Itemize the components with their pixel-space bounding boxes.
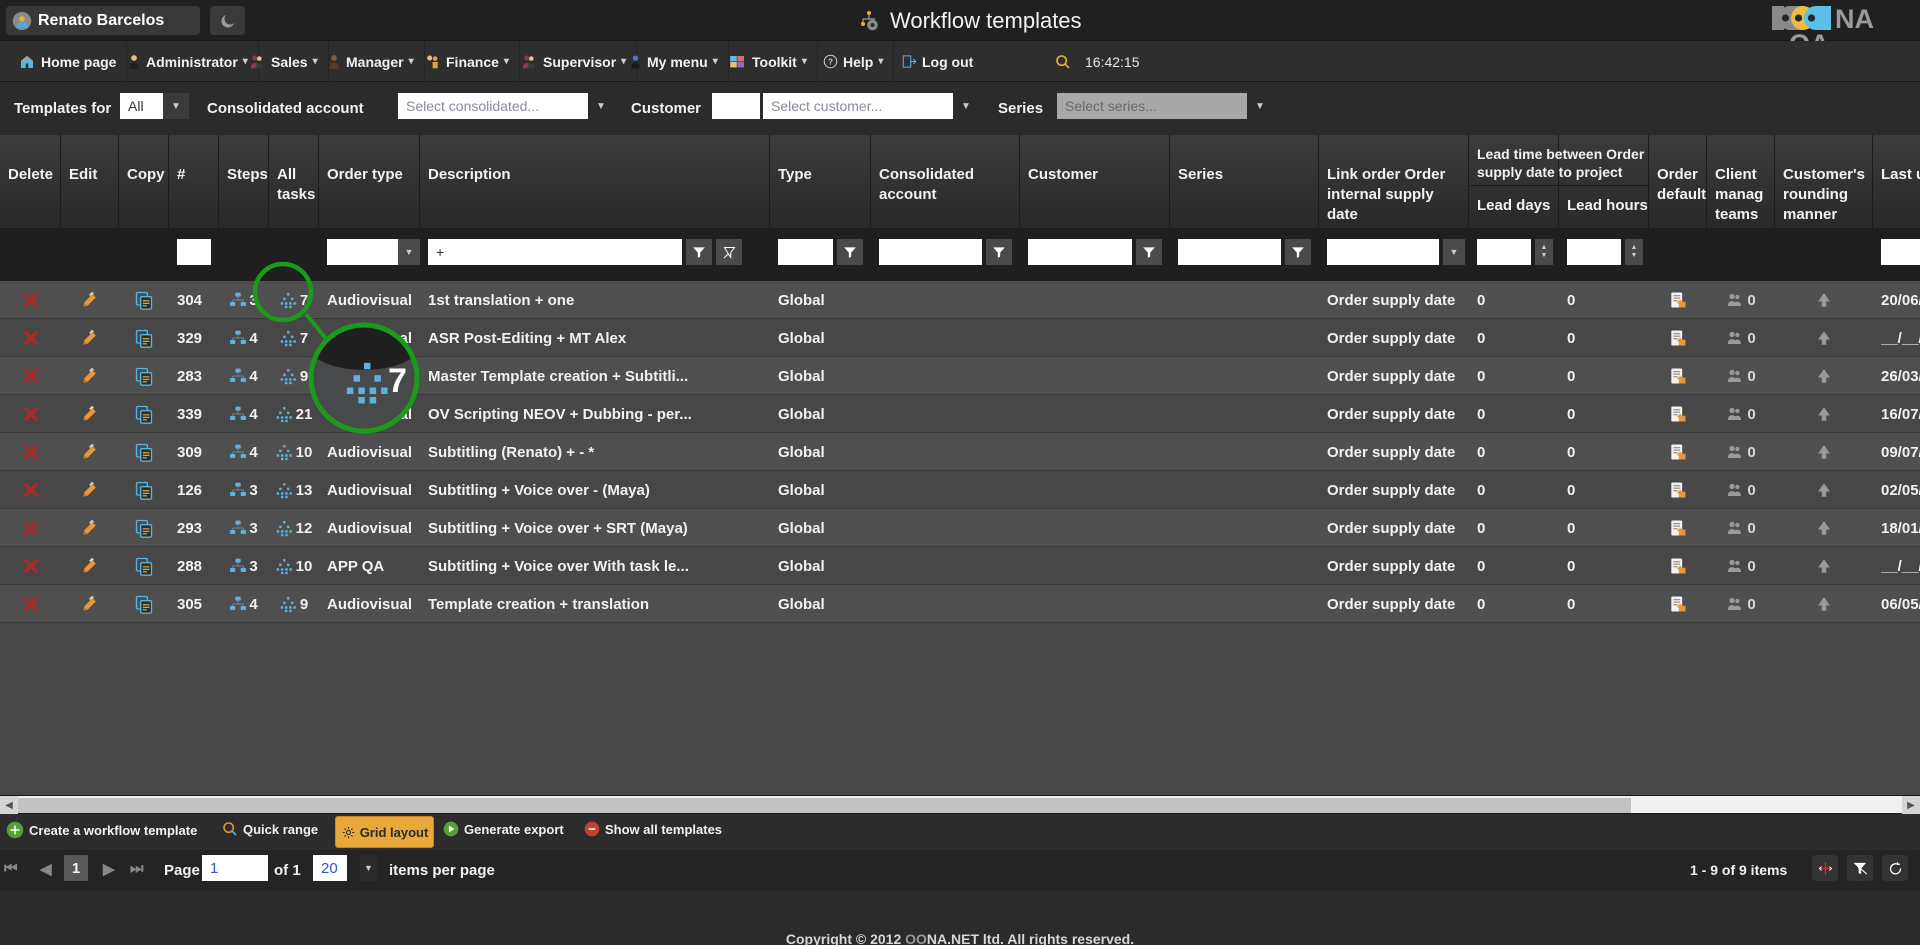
svg-text:?: ?	[828, 58, 833, 67]
svg-text:NA: NA	[1835, 4, 1874, 34]
